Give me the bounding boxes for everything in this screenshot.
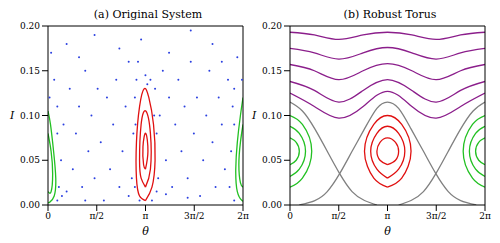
- svg-text:0.00: 0.00: [262, 200, 282, 210]
- svg-text:θ: θ: [384, 225, 391, 235]
- svg-text:2π: 2π: [479, 211, 491, 221]
- svg-text:π/2: π/2: [331, 211, 346, 221]
- svg-text:π: π: [143, 211, 149, 221]
- svg-text:0.05: 0.05: [20, 155, 40, 165]
- svg-text:0.20: 0.20: [20, 22, 40, 31]
- svg-text:π: π: [385, 211, 391, 221]
- svg-text:0.15: 0.15: [20, 66, 40, 76]
- svg-text:0.15: 0.15: [262, 66, 282, 76]
- svg-text:3π/2: 3π/2: [184, 211, 204, 221]
- svg-text:0.00: 0.00: [20, 200, 40, 210]
- svg-text:I: I: [251, 109, 257, 122]
- svg-text:2π: 2π: [237, 211, 249, 221]
- svg-text:3π/2: 3π/2: [426, 211, 446, 221]
- svg-text:0: 0: [45, 211, 51, 221]
- svg-text:0.20: 0.20: [262, 22, 282, 31]
- html-text:(a) Original System: (a) Original System: [93, 8, 203, 21]
- svg-text:π/2: π/2: [89, 211, 104, 221]
- svg-text:0: 0: [287, 211, 293, 221]
- svg-text:I: I: [9, 109, 15, 122]
- svg-text:θ: θ: [142, 225, 149, 235]
- svg-text:0.05: 0.05: [262, 155, 282, 165]
- svg-text:0.10: 0.10: [20, 111, 40, 121]
- html-text:(b) Robust Torus: (b) Robust Torus: [343, 8, 437, 21]
- svg-text:0.10: 0.10: [262, 111, 282, 121]
